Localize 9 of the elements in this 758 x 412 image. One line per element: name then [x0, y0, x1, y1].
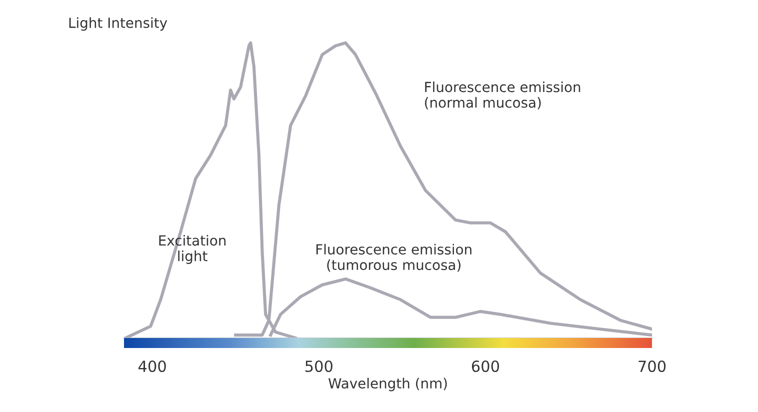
series-label: Fluorescence emission (tumorous mucosa) — [316, 244, 472, 272]
series-label: Excitation light — [159, 234, 226, 264]
y-axis-title: Light Intensity — [69, 17, 168, 31]
x-tick-label: 500 — [305, 360, 332, 372]
x-axis-title: Wavelength (nm) — [328, 378, 447, 392]
x-tick-label: 700 — [638, 360, 666, 372]
text: Fluorescence emission (normal mucosa) — [425, 81, 580, 110]
x-tick-label: 400 — [138, 360, 166, 372]
x-tick-label: 600 — [472, 360, 500, 372]
